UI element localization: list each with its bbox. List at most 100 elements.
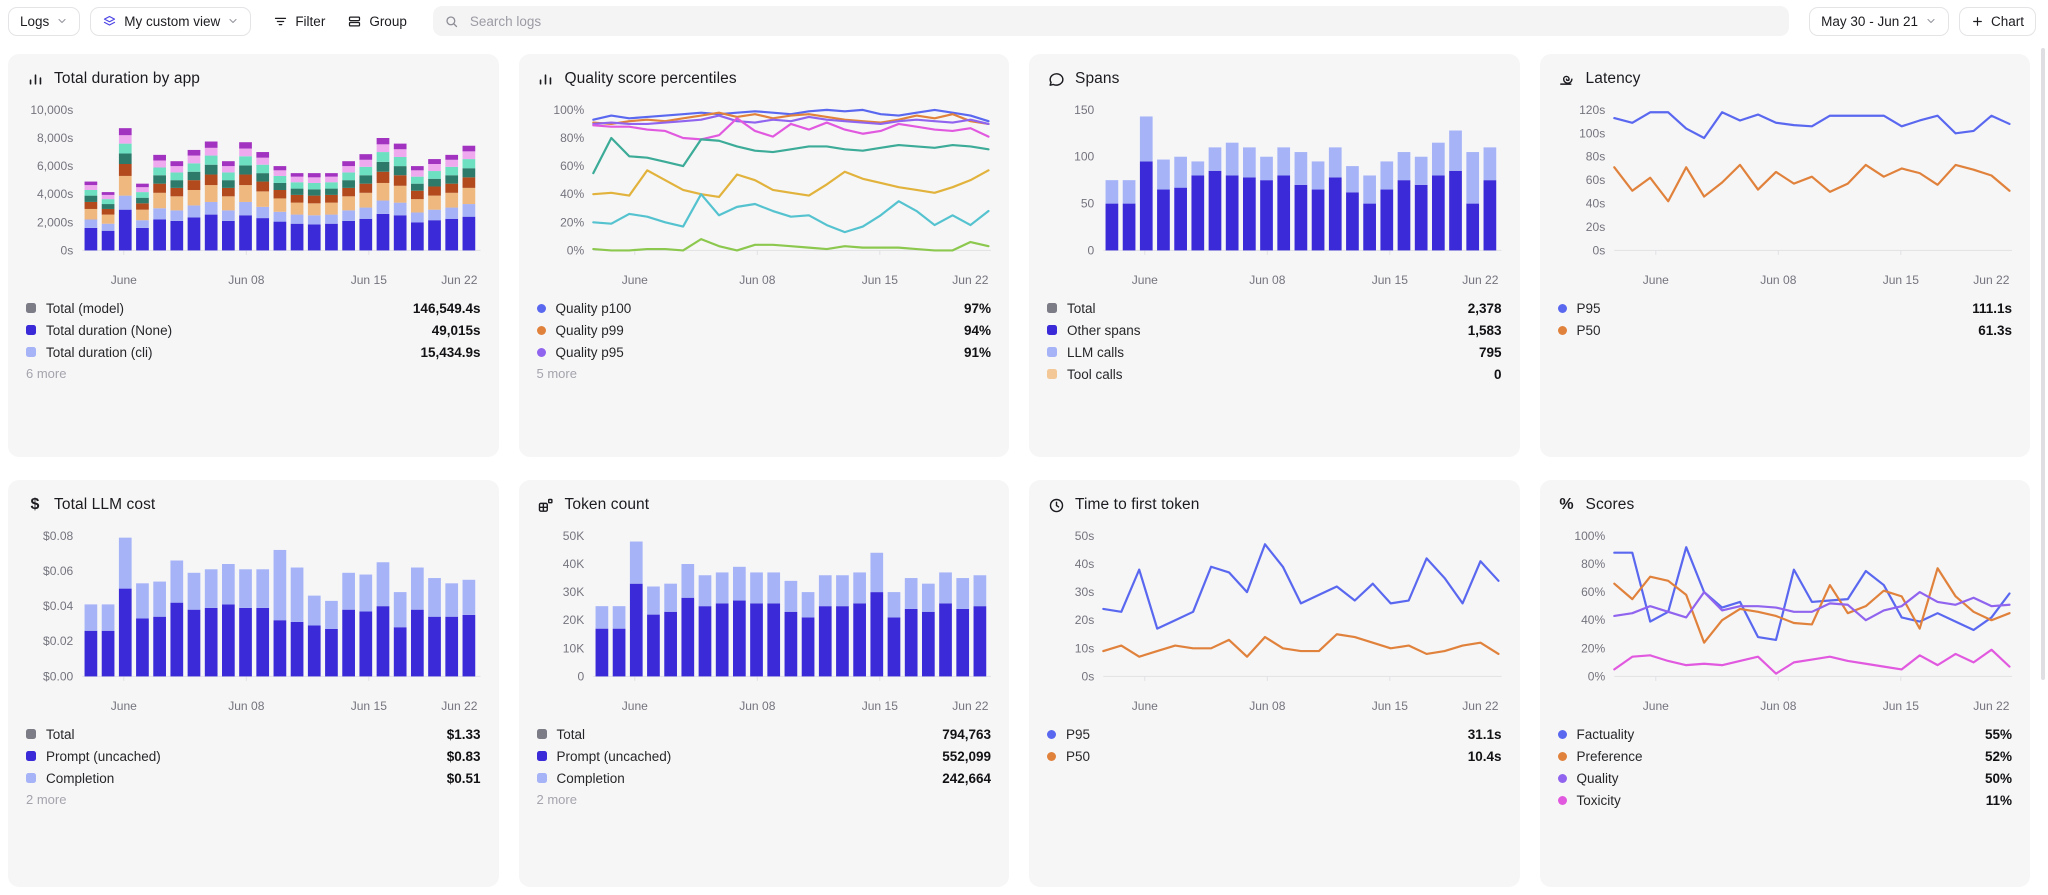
logs-dropdown-label: Logs bbox=[20, 13, 50, 29]
logs-dropdown[interactable]: Logs bbox=[8, 6, 81, 36]
svg-text:100s: 100s bbox=[1579, 126, 1605, 140]
legend-item[interactable]: Completion 242,664 bbox=[536, 767, 991, 789]
svg-text:50: 50 bbox=[1081, 197, 1095, 211]
legend-item[interactable]: Quality p95 91% bbox=[536, 341, 991, 363]
search-input[interactable] bbox=[467, 12, 1779, 30]
legend-item[interactable]: Completion $0.51 bbox=[26, 767, 481, 789]
svg-text:$0.00: $0.00 bbox=[43, 669, 74, 683]
bar-chart-icon bbox=[537, 70, 555, 88]
legend-marker bbox=[536, 325, 546, 335]
legend-value: 61.3s bbox=[1978, 322, 2012, 338]
legend-item[interactable]: Total duration (None) 49,015s bbox=[26, 319, 481, 341]
chevron-down-icon bbox=[227, 15, 239, 27]
svg-text:June: June bbox=[1642, 699, 1669, 713]
legend-item[interactable]: Other spans 1,583 bbox=[1047, 319, 1502, 341]
legend-label: Completion bbox=[556, 770, 625, 786]
legend-item[interactable]: Total 2,378 bbox=[1047, 297, 1502, 319]
svg-text:4,000s: 4,000s bbox=[37, 187, 73, 201]
legend-marker bbox=[26, 751, 36, 761]
legend-item[interactable]: P50 10.4s bbox=[1047, 745, 1502, 767]
legend-value: 794,763 bbox=[942, 726, 991, 742]
svg-text:Jun 08: Jun 08 bbox=[228, 699, 265, 713]
svg-text:Jun 08: Jun 08 bbox=[1760, 699, 1797, 713]
svg-text:0%: 0% bbox=[566, 243, 584, 257]
legend-label: Total (model) bbox=[46, 300, 125, 316]
legend: Total (model) 146,549.4s Total duration (N… bbox=[26, 297, 481, 384]
legend-item[interactable]: Toxicity 11% bbox=[1557, 789, 2012, 811]
legend-item[interactable]: Preference 52% bbox=[1557, 745, 2012, 767]
chevron-down-icon bbox=[56, 15, 68, 27]
blocks-icon bbox=[537, 496, 555, 514]
svg-text:Jun 08: Jun 08 bbox=[1249, 273, 1286, 287]
legend-label: Total duration (cli) bbox=[46, 344, 153, 360]
legend-item[interactable]: P50 61.3s bbox=[1557, 319, 2012, 341]
legend-item[interactable]: Total (model) 146,549.4s bbox=[26, 297, 481, 319]
date-range-dropdown[interactable]: May 30 - Jun 21 bbox=[1809, 6, 1949, 36]
card-header: $ Total LLM cost bbox=[26, 493, 481, 517]
legend-more-link[interactable]: 2 more bbox=[26, 792, 67, 807]
legend-item[interactable]: Tool calls 0 bbox=[1047, 363, 1502, 385]
svg-text:0: 0 bbox=[1088, 243, 1095, 257]
legend-item[interactable]: P95 111.1s bbox=[1557, 297, 2012, 319]
legend-item[interactable]: Quality 50% bbox=[1557, 767, 2012, 789]
legend-item[interactable]: Quality p100 97% bbox=[536, 297, 991, 319]
svg-text:Jun 15: Jun 15 bbox=[351, 699, 388, 713]
legend-label: Factuality bbox=[1576, 726, 1635, 742]
legend-value: 795 bbox=[1478, 344, 1502, 360]
legend-value: $0.51 bbox=[446, 770, 481, 786]
svg-text:Jun 08: Jun 08 bbox=[228, 273, 265, 287]
legend-marker bbox=[1047, 369, 1057, 379]
legend-item[interactable]: Total 794,763 bbox=[536, 723, 991, 745]
svg-text:Jun 15: Jun 15 bbox=[1882, 273, 1919, 287]
legend-item[interactable]: LLM calls 795 bbox=[1047, 341, 1502, 363]
legend-item[interactable]: Prompt (uncached) $0.83 bbox=[26, 745, 481, 767]
percent-icon: % bbox=[1559, 496, 1574, 513]
group-button[interactable]: Group bbox=[341, 7, 413, 36]
view-dropdown[interactable]: My custom view bbox=[90, 6, 252, 36]
card-header: Latency bbox=[1558, 67, 2013, 91]
legend-more-link[interactable]: 2 more bbox=[536, 792, 577, 807]
svg-text:June: June bbox=[621, 273, 648, 287]
legend-label: Total duration (None) bbox=[46, 322, 173, 338]
legend-label: P95 bbox=[1066, 726, 1091, 742]
legend-item[interactable]: P95 31.1s bbox=[1047, 723, 1502, 745]
legend-value: $0.83 bbox=[446, 748, 481, 764]
legend-marker bbox=[1557, 795, 1567, 805]
card-title: Quality score percentiles bbox=[564, 70, 737, 87]
legend-item[interactable]: Total duration (cli) 15,434.9s bbox=[26, 341, 481, 363]
scrollbar-thumb[interactable] bbox=[2041, 48, 2045, 680]
legend-item[interactable]: Prompt (uncached) 552,099 bbox=[536, 745, 991, 767]
svg-text:40s: 40s bbox=[1075, 557, 1094, 571]
card-title: Token count bbox=[564, 496, 650, 513]
legend-label: Quality p99 bbox=[555, 322, 624, 338]
legend-more-link[interactable]: 5 more bbox=[536, 366, 577, 381]
svg-text:20%: 20% bbox=[1581, 641, 1606, 655]
card-token-count: Token count 0 10K 20K 30K 40K 50K June Jun 08 Ju… bbox=[518, 480, 1009, 887]
card-header: Quality score percentiles bbox=[537, 67, 992, 91]
search-box[interactable] bbox=[432, 6, 1790, 36]
card-header: Spans bbox=[1047, 67, 1502, 91]
legend-item[interactable]: Quality p99 94% bbox=[536, 319, 991, 341]
svg-text:100: 100 bbox=[1074, 150, 1094, 164]
svg-text:June: June bbox=[1132, 699, 1159, 713]
scores-chart: 0% 20% 40% 60% 80% 100% June Jun 08 Jun 15 Jun 22 bbox=[1574, 529, 2012, 713]
legend-more-link[interactable]: 6 more bbox=[26, 366, 67, 381]
legend-marker bbox=[1557, 325, 1567, 335]
card-scores: % Scores 0% 20% 40% 60% 80% 100% June Jun 08 Jun… bbox=[1539, 480, 2030, 887]
legend-value: $1.33 bbox=[446, 726, 481, 742]
legend-item[interactable]: Factuality 55% bbox=[1557, 723, 2012, 745]
add-chart-button[interactable]: Chart bbox=[1958, 6, 2036, 36]
svg-text:50K: 50K bbox=[562, 529, 583, 543]
llm-cost-chart: $0.00 $0.02 $0.04 $0.06 $0.08 June Jun 08 Jun 1… bbox=[43, 529, 481, 713]
svg-text:Jun 22: Jun 22 bbox=[441, 273, 478, 287]
legend-item[interactable]: Total $1.33 bbox=[26, 723, 481, 745]
card-header: Total duration by app bbox=[26, 67, 481, 91]
legend-label: Other spans bbox=[1067, 322, 1141, 338]
filter-button[interactable]: Filter bbox=[267, 7, 331, 36]
legend-label: P95 bbox=[1576, 300, 1601, 316]
date-range-label: May 30 - Jun 21 bbox=[1821, 13, 1918, 29]
svg-text:Jun 08: Jun 08 bbox=[739, 273, 776, 287]
legend-label: Total bbox=[556, 726, 586, 742]
legend-marker bbox=[536, 751, 547, 761]
legend-value: 97% bbox=[963, 300, 991, 316]
